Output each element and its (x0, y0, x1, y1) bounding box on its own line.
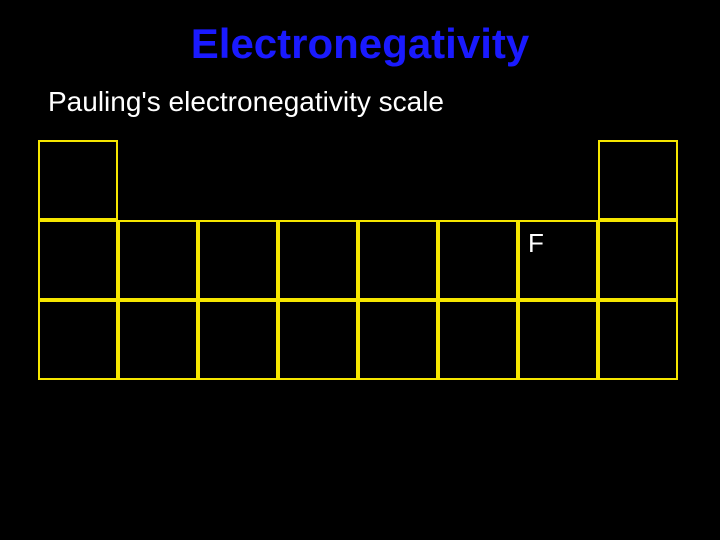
table-cell (438, 300, 518, 380)
table-cell (598, 220, 678, 300)
table-cell (518, 300, 598, 380)
table-cell (38, 220, 118, 300)
table-cell (438, 220, 518, 300)
table-cell (118, 300, 198, 380)
table-cell (598, 300, 678, 380)
cell-F: F (518, 220, 598, 300)
table-cell (198, 300, 278, 380)
page-title: Electronegativity (0, 20, 720, 68)
page-subtitle: Pauling's electronegativity scale (48, 86, 444, 118)
table-cell (278, 220, 358, 300)
table-cell (278, 300, 358, 380)
table-cell (358, 300, 438, 380)
table-cell (118, 220, 198, 300)
table-cell (38, 300, 118, 380)
table-cell (358, 220, 438, 300)
table-cell (38, 140, 118, 220)
periodic-table-fragment: F (38, 140, 678, 380)
table-cell (598, 140, 678, 220)
table-cell (198, 220, 278, 300)
